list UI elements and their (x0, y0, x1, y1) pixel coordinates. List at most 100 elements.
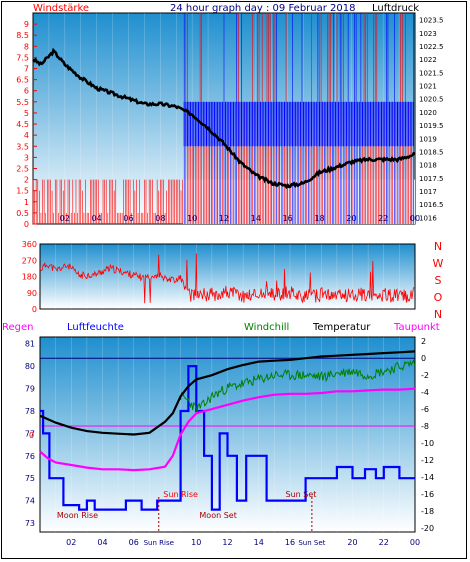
tick-label: 180 (22, 273, 37, 282)
compass-letter: S (435, 274, 442, 287)
tick-label: 22 (379, 538, 389, 547)
humidity-ticks: 73 74 75 76 77 78 79 80 81 (25, 340, 35, 528)
tick-label: 1019.5 (419, 122, 444, 130)
compass-letter: N (434, 308, 442, 321)
compass-letter: W (433, 257, 444, 270)
temperature-series (39, 350, 416, 511)
tick-label: 1016 (419, 214, 437, 222)
tick-label: 81 (25, 340, 35, 349)
tick-label: 6.5 (16, 76, 29, 85)
tick-label: 1023.5 (419, 17, 444, 25)
tick-label: 1016.5 (419, 201, 444, 209)
pressure-series (32, 47, 416, 190)
tick-label: 1.5 (16, 187, 29, 196)
tick-label: 1 (24, 198, 29, 207)
tick-label: 10 (187, 214, 197, 223)
annotation-label: Sun Set (285, 490, 316, 499)
tick-label: 04 (97, 538, 107, 547)
tick-label: 1020 (419, 109, 437, 117)
tick-label: 5 (24, 109, 29, 118)
tick-label: 0.5 (16, 209, 29, 218)
tick-label: 1019 (419, 135, 437, 143)
annotation-label: Sun Rise (163, 490, 198, 499)
tick-label: 1023 (419, 30, 437, 38)
tick-label: 20 (347, 538, 357, 547)
tick-label: 8 (24, 42, 29, 51)
tick-label: -6 (421, 405, 429, 414)
tick-label: 16 (285, 538, 295, 547)
wind-pressure-panel: Windstärke 24 hour graph day : 09 Februa… (16, 3, 443, 229)
pressure-ticks: 1016 1016.5 1017 1017.5 1018 1018.5 1019 1019.5… (419, 17, 444, 223)
tick-label: 04 (92, 214, 102, 223)
tick-label: 1021 (419, 83, 437, 91)
humidity-line (40, 365, 415, 511)
tick-label: 270 (22, 256, 37, 265)
dewpoint-line (39, 387, 416, 472)
compass-letter: O (434, 291, 443, 304)
temperature-line (39, 350, 416, 436)
tick-label: 6 (24, 87, 29, 96)
tick-label: 10 (191, 538, 201, 547)
tick-label: 3.5 (16, 142, 29, 151)
windchill-line (180, 358, 416, 413)
tick-label: 0 (24, 220, 29, 229)
tick-label: 1017 (419, 188, 437, 196)
tick-label: 9 (24, 20, 29, 29)
legend-taupunkt: Taupunkt (393, 322, 440, 333)
tick-label: -8 (421, 422, 429, 431)
tick-label: 12 (222, 538, 232, 547)
direction-line (39, 253, 415, 304)
x-ticks-3: 02 04 06 10 12 14 16 20 22 00 (66, 538, 420, 547)
tick-label: 1017.5 (419, 175, 444, 183)
legend-luftfeuchte: Luftfeuchte (67, 322, 124, 333)
tick-label: -12 (421, 456, 434, 465)
sun-rise-axis-note: Sun Rise (144, 539, 174, 547)
tick-label: 7.5 (16, 53, 29, 62)
sun-set-axis-note: Sun Set (298, 539, 325, 547)
tick-label: 02 (60, 214, 70, 223)
legend-windchill: Windchill (244, 322, 289, 333)
tick-label: 14 (254, 538, 264, 547)
wind-ticks: 0 0.5 1 1.5 2 2.5 3 3.5 4 4.5 5 5.5 6 6.5 7 7.5 8 8.5 9 (16, 20, 37, 229)
tick-label: -2 (421, 371, 429, 380)
tick-label: 08 (155, 214, 165, 223)
tick-label: 4 (24, 131, 29, 140)
tick-label: -14 (421, 473, 434, 482)
x-ticks-1: 02 04 06 08 10 12 14 16 18 20 22 00 (60, 214, 420, 223)
tick-label: 77 (25, 429, 35, 438)
annotation-label: Moon Set (199, 511, 236, 520)
tick-label: 76 (25, 452, 35, 461)
tick-label: 16 (283, 214, 293, 223)
tick-label: 90 (27, 289, 37, 298)
tick-label: 8.5 (16, 31, 29, 40)
tick-label: 1018.5 (419, 148, 444, 156)
tick-label: 06 (123, 214, 133, 223)
wind-bars (32, 13, 415, 224)
tick-label: 2 (24, 176, 29, 185)
grid-3 (40, 337, 415, 532)
tick-label: 1018 (419, 162, 437, 170)
tick-label: 1022 (419, 56, 437, 64)
pressure-line (32, 47, 416, 190)
tick-label: 02 (66, 538, 76, 547)
plot-area-2 (39, 243, 416, 310)
tick-label: 00 (410, 214, 420, 223)
tick-label: 7 (24, 65, 29, 74)
tick-label: 1020.5 (419, 96, 444, 104)
annotation-label: Moon Rise (57, 511, 98, 520)
tick-label: 2 (421, 337, 426, 346)
windstaerke-label: Windstärke (33, 3, 89, 14)
tick-label: 4.5 (16, 120, 29, 129)
tick-label: 0 (421, 354, 426, 363)
tick-label: 2.5 (16, 164, 29, 173)
tick-label: 18 (314, 214, 324, 223)
tick-label: -16 (421, 490, 434, 499)
legend-regen: Regen (2, 322, 34, 333)
tick-label: 1021.5 (419, 69, 444, 77)
tick-label: 06 (129, 538, 139, 547)
direction-series (39, 253, 415, 304)
tick-label: 1022.5 (419, 43, 444, 51)
tick-label: 78 (25, 407, 35, 416)
